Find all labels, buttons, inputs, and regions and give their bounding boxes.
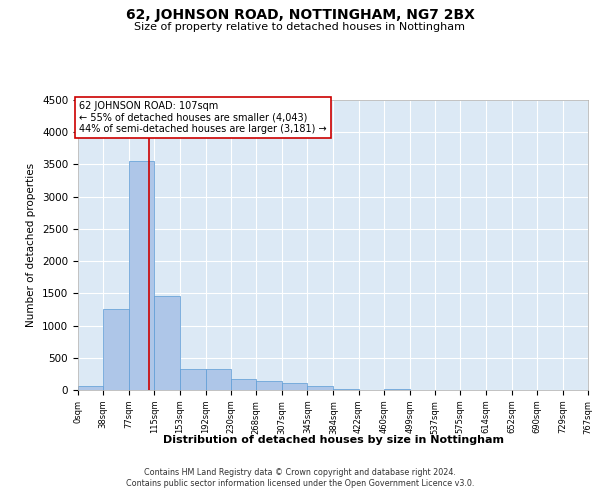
- Bar: [231, 378, 256, 390]
- Text: Distribution of detached houses by size in Nottingham: Distribution of detached houses by size …: [163, 435, 503, 445]
- Bar: [103, 310, 129, 390]
- Bar: [206, 370, 231, 390]
- Text: 62, JOHNSON ROAD, NOTTINGHAM, NG7 2BX: 62, JOHNSON ROAD, NOTTINGHAM, NG7 2BX: [125, 8, 475, 22]
- Bar: [180, 370, 206, 390]
- Bar: [129, 161, 154, 390]
- Y-axis label: Number of detached properties: Number of detached properties: [26, 163, 37, 327]
- Text: Size of property relative to detached houses in Nottingham: Size of property relative to detached ho…: [134, 22, 466, 32]
- Bar: [256, 381, 282, 390]
- Text: 62 JOHNSON ROAD: 107sqm
← 55% of detached houses are smaller (4,043)
44% of semi: 62 JOHNSON ROAD: 107sqm ← 55% of detache…: [79, 102, 327, 134]
- Bar: [78, 386, 103, 390]
- Bar: [282, 383, 307, 390]
- Bar: [154, 296, 180, 390]
- Bar: [307, 386, 334, 390]
- Bar: [334, 388, 359, 390]
- Text: Contains HM Land Registry data © Crown copyright and database right 2024.
Contai: Contains HM Land Registry data © Crown c…: [126, 468, 474, 487]
